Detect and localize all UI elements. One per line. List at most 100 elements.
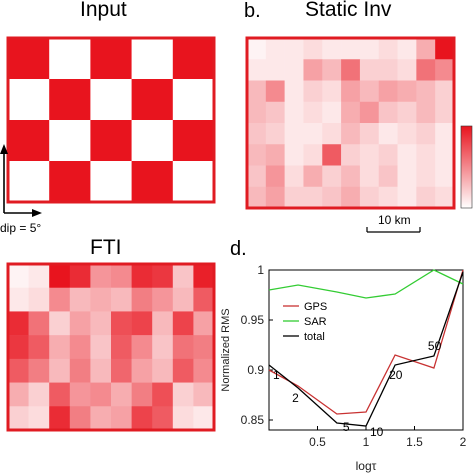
fti-cell bbox=[69, 287, 91, 312]
input-cell bbox=[131, 79, 174, 121]
colorbar bbox=[460, 125, 473, 209]
static-cell bbox=[247, 123, 267, 145]
static-cell bbox=[265, 123, 285, 145]
static-cell bbox=[265, 186, 285, 209]
static-cell bbox=[322, 186, 342, 209]
fti-cell bbox=[69, 264, 91, 289]
static-cell bbox=[435, 59, 455, 81]
fti-cell bbox=[69, 382, 91, 407]
fti-cell bbox=[49, 264, 71, 289]
static-cell bbox=[435, 101, 455, 124]
fti-cell bbox=[152, 311, 174, 336]
static-cell bbox=[341, 80, 361, 103]
static-cell bbox=[284, 165, 304, 188]
static-cell bbox=[265, 80, 285, 103]
fti-cell bbox=[28, 335, 50, 360]
static-cell bbox=[322, 38, 342, 60]
static-cell bbox=[284, 186, 304, 209]
y-axis-label: Normalized RMS bbox=[220, 308, 232, 391]
series-line-sar bbox=[268, 269, 464, 299]
static-cell bbox=[303, 101, 323, 124]
legend-label-gps: GPS bbox=[304, 301, 327, 313]
static-cell bbox=[359, 59, 380, 81]
input-cell bbox=[131, 161, 174, 203]
static-cell bbox=[416, 144, 436, 166]
fti-cell bbox=[49, 382, 71, 407]
fti-cell bbox=[90, 287, 112, 312]
fti-cell bbox=[172, 358, 194, 383]
static-cell bbox=[378, 165, 398, 188]
fti-cell bbox=[172, 406, 194, 431]
input-frame bbox=[6, 36, 216, 204]
static-cell bbox=[247, 38, 267, 60]
fti-cell bbox=[152, 358, 174, 383]
static-cell bbox=[378, 144, 398, 166]
input-cell bbox=[49, 161, 91, 203]
static-cell bbox=[303, 186, 323, 209]
scale-bar-label: 10 km bbox=[378, 213, 411, 227]
static-cell bbox=[435, 165, 455, 188]
input-cell bbox=[49, 38, 91, 80]
fti-cell bbox=[131, 264, 153, 289]
y-tick-label: 1 bbox=[257, 263, 264, 277]
fti-cell bbox=[111, 311, 132, 336]
input-cell bbox=[172, 161, 215, 203]
input-cell bbox=[49, 79, 91, 121]
fti-cell bbox=[111, 287, 132, 312]
static-cell bbox=[265, 59, 285, 81]
series-line-total bbox=[268, 271, 464, 427]
input-cell bbox=[8, 38, 50, 80]
fti-cell bbox=[28, 264, 50, 289]
static-cell bbox=[284, 144, 304, 166]
fti-cell bbox=[131, 311, 153, 336]
static-cell bbox=[378, 38, 398, 60]
static-cell bbox=[341, 123, 361, 145]
fti-cell bbox=[172, 382, 194, 407]
static-cell bbox=[416, 80, 436, 103]
static-cell bbox=[435, 186, 455, 209]
static-cell bbox=[247, 165, 267, 188]
input-cell bbox=[172, 79, 215, 121]
static-cell bbox=[435, 80, 455, 103]
static-cell bbox=[341, 186, 361, 209]
fti-cell bbox=[152, 406, 174, 431]
scale-bar bbox=[366, 227, 421, 233]
static-cell bbox=[284, 38, 304, 60]
y-tick-label: 0.95 bbox=[241, 313, 265, 327]
input-cell bbox=[8, 161, 50, 203]
fti-cell bbox=[193, 264, 215, 289]
fti-cell bbox=[28, 358, 50, 383]
static-cell bbox=[378, 186, 398, 209]
fti-cell bbox=[172, 335, 194, 360]
static-cell bbox=[397, 144, 417, 166]
input-cell bbox=[131, 120, 174, 162]
fti-cell bbox=[90, 382, 112, 407]
input-cell bbox=[90, 79, 132, 121]
fti-cell bbox=[8, 382, 29, 407]
static-cell bbox=[303, 59, 323, 81]
static-cell bbox=[341, 101, 361, 124]
dip-label: dip = 5° bbox=[0, 221, 41, 235]
static-cell bbox=[322, 123, 342, 145]
fti-cell bbox=[49, 287, 71, 312]
static-cell bbox=[416, 38, 436, 60]
static-cell bbox=[435, 38, 455, 60]
static-cell bbox=[341, 38, 361, 60]
fti-cell bbox=[152, 382, 174, 407]
fti-cell bbox=[172, 287, 194, 312]
static-cell bbox=[322, 59, 342, 81]
static-cell bbox=[416, 59, 436, 81]
static-cell bbox=[359, 144, 380, 166]
fti-cell bbox=[193, 311, 215, 336]
fti-cell bbox=[131, 287, 153, 312]
static-cell bbox=[247, 80, 267, 103]
static-cell bbox=[435, 123, 455, 145]
fti-cell bbox=[28, 311, 50, 336]
annotation-label: 5 bbox=[343, 420, 350, 434]
fti-cell bbox=[131, 358, 153, 383]
input-cell bbox=[131, 38, 174, 80]
static-cell bbox=[378, 101, 398, 124]
legend-label-total: total bbox=[304, 331, 325, 343]
fti-cell bbox=[49, 358, 71, 383]
fti-cell bbox=[111, 335, 132, 360]
